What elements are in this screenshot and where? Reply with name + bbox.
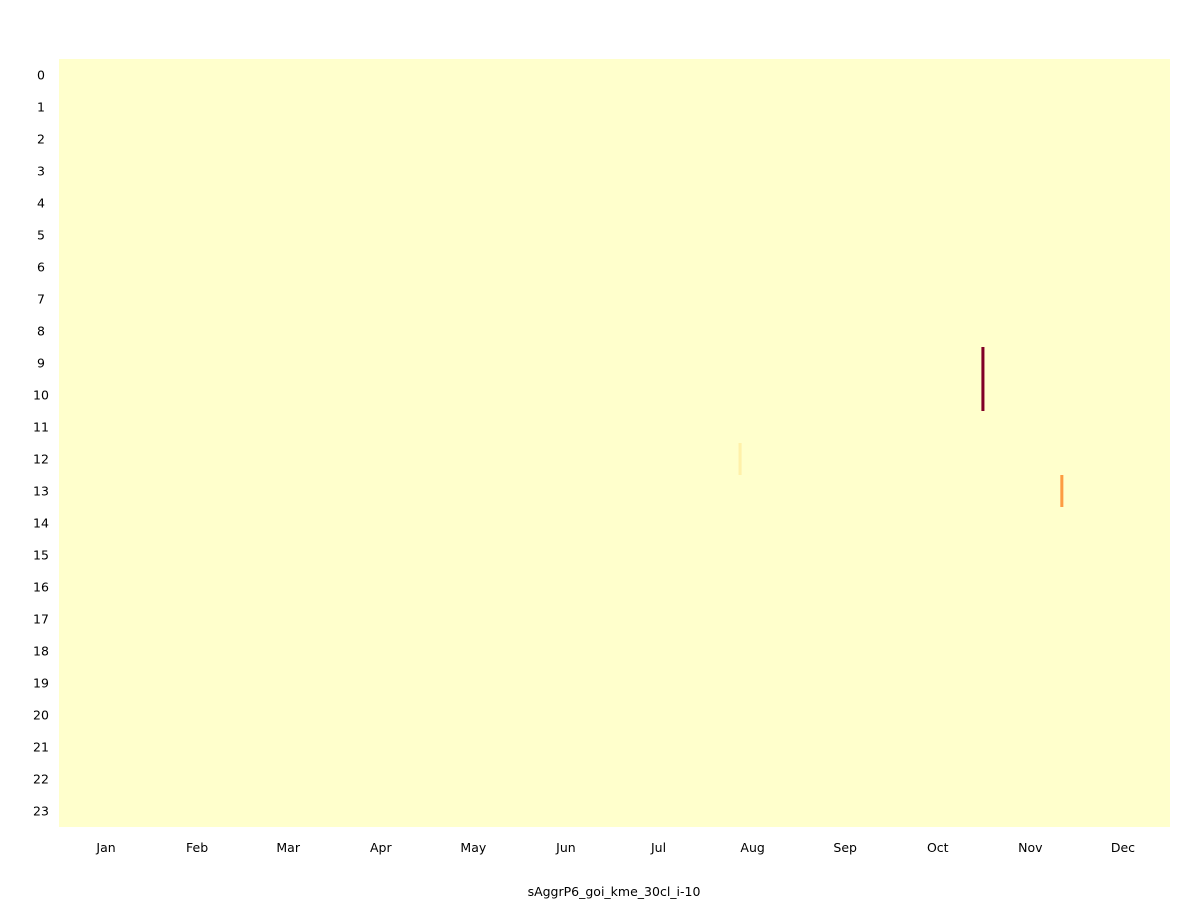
- y-tick-label: 20: [33, 708, 49, 723]
- y-tick-label: 11: [33, 420, 49, 435]
- y-tick-label: 5: [37, 228, 45, 243]
- x-tick-label: May: [460, 840, 486, 855]
- y-tick-label: 21: [33, 740, 49, 755]
- y-tick-label: 23: [33, 804, 49, 819]
- y-tick-label: 4: [37, 196, 45, 211]
- y-tick-label: 8: [37, 324, 45, 339]
- y-tick-label: 1: [37, 100, 45, 115]
- y-tick-label: 12: [33, 452, 49, 467]
- x-tick-label: Jul: [650, 840, 666, 855]
- y-tick-label: 18: [33, 644, 49, 659]
- y-tick-label: 22: [33, 772, 49, 787]
- y-tick-label: 2: [37, 132, 45, 147]
- y-tick-label: 3: [37, 164, 45, 179]
- heatmap-cell: [981, 379, 985, 411]
- y-tick-label: 6: [37, 260, 45, 275]
- y-tick-label: 10: [33, 388, 49, 403]
- heatmap-cell: [981, 347, 985, 379]
- x-tick-label: Apr: [370, 840, 392, 855]
- heatmap-cells: [738, 347, 1064, 507]
- y-tick-label: 14: [33, 516, 49, 531]
- y-tick-label: 0: [37, 68, 45, 83]
- y-tick-label: 13: [33, 484, 49, 499]
- x-tick-label: Aug: [740, 840, 764, 855]
- x-tick-label: Jun: [555, 840, 576, 855]
- x-tick-label: Mar: [276, 840, 300, 855]
- y-tick-label: 15: [33, 548, 49, 563]
- x-tick-label: Sep: [833, 840, 857, 855]
- x-axis-tick-labels: Jan Feb Mar Apr May Jun Jul Aug Sep Oct Nov Dec: [95, 840, 1135, 855]
- y-tick-label: 16: [33, 580, 49, 595]
- y-tick-label: 9: [37, 356, 45, 371]
- x-tick-label: Jan: [95, 840, 115, 855]
- x-tick-label: Feb: [186, 840, 208, 855]
- heatmap-cell: [738, 443, 742, 475]
- x-axis-title: sAggrP6_goi_kme_30cl_i-10: [528, 884, 701, 899]
- heatmap-cell: [1060, 475, 1064, 507]
- y-tick-label: 19: [33, 676, 49, 691]
- y-tick-label: 7: [37, 292, 45, 307]
- x-tick-label: Dec: [1111, 840, 1135, 855]
- x-tick-label: Oct: [927, 840, 949, 855]
- plot-area: [59, 59, 1170, 827]
- x-tick-label: Nov: [1018, 840, 1043, 855]
- y-tick-label: 17: [33, 612, 49, 627]
